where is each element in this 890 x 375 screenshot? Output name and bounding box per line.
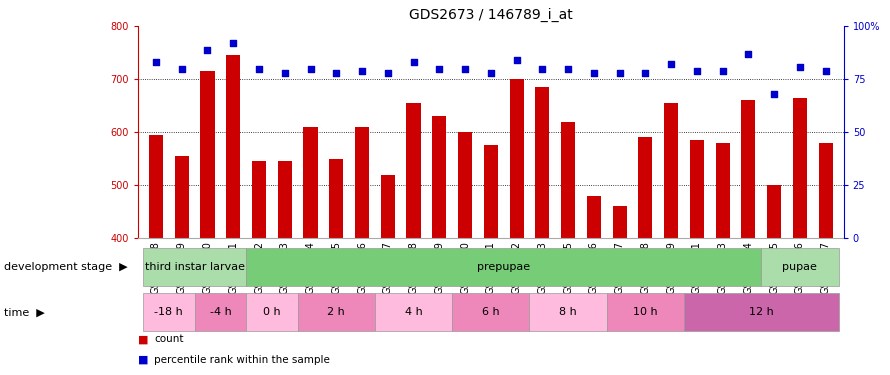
Text: 2 h: 2 h — [328, 307, 345, 317]
Bar — [458, 132, 473, 238]
Bar — [535, 87, 549, 238]
Point — [407, 59, 421, 65]
Text: -18 h: -18 h — [155, 307, 183, 317]
Point — [716, 68, 730, 74]
Bar — [607, 293, 684, 331]
Bar — [278, 161, 292, 238]
Bar — [452, 293, 530, 331]
Bar — [638, 138, 652, 238]
Text: ■: ■ — [138, 355, 149, 365]
Bar — [664, 103, 678, 238]
Point — [741, 51, 756, 57]
Bar — [767, 185, 781, 238]
Point — [484, 70, 498, 76]
Point — [767, 91, 781, 97]
Bar — [433, 116, 447, 238]
Bar — [612, 206, 627, 238]
Bar — [530, 293, 607, 331]
Text: ■: ■ — [138, 334, 149, 344]
Text: 10 h: 10 h — [633, 307, 658, 317]
Bar — [252, 161, 266, 238]
Bar — [329, 159, 344, 238]
Title: GDS2673 / 146789_i_at: GDS2673 / 146789_i_at — [409, 8, 572, 22]
Point — [303, 66, 318, 72]
Bar — [684, 293, 838, 331]
Bar — [819, 143, 833, 238]
Point — [587, 70, 601, 76]
Text: 0 h: 0 h — [263, 307, 280, 317]
Bar — [143, 293, 195, 331]
Point — [638, 70, 652, 76]
Bar — [247, 293, 297, 331]
Bar — [247, 248, 761, 286]
Text: third instar larvae: third instar larvae — [144, 262, 245, 272]
Bar — [297, 293, 375, 331]
Bar — [381, 175, 395, 238]
Point — [612, 70, 627, 76]
Text: count: count — [154, 334, 183, 344]
Point — [535, 66, 549, 72]
Text: development stage  ▶: development stage ▶ — [4, 262, 128, 272]
Bar — [716, 143, 730, 238]
Point — [278, 70, 292, 76]
Point — [174, 66, 189, 72]
Bar — [174, 156, 189, 238]
Bar — [484, 146, 498, 238]
Bar — [195, 293, 247, 331]
Bar — [143, 248, 247, 286]
Point — [664, 62, 678, 68]
Point — [329, 70, 344, 76]
Text: prepupae: prepupae — [477, 262, 530, 272]
Bar — [690, 140, 704, 238]
Text: 8 h: 8 h — [559, 307, 577, 317]
Text: 4 h: 4 h — [405, 307, 423, 317]
Point — [149, 59, 163, 65]
Point — [819, 68, 833, 74]
Point — [509, 57, 523, 63]
Point — [252, 66, 266, 72]
Bar — [509, 79, 523, 238]
Bar — [407, 103, 421, 238]
Bar — [561, 122, 575, 238]
Point — [561, 66, 575, 72]
Text: percentile rank within the sample: percentile rank within the sample — [154, 355, 330, 365]
Bar — [149, 135, 163, 238]
Bar — [200, 71, 214, 238]
Text: pupae: pupae — [782, 262, 817, 272]
Point — [433, 66, 447, 72]
Text: -4 h: -4 h — [209, 307, 231, 317]
Bar — [761, 248, 838, 286]
Bar — [587, 196, 601, 238]
Bar — [226, 56, 240, 238]
Point — [793, 63, 807, 69]
Bar — [793, 98, 807, 238]
Point — [458, 66, 473, 72]
Point — [226, 40, 240, 46]
Text: 12 h: 12 h — [748, 307, 773, 317]
Point — [690, 68, 704, 74]
Point — [381, 70, 395, 76]
Bar — [303, 127, 318, 238]
Bar — [375, 293, 452, 331]
Text: 6 h: 6 h — [482, 307, 499, 317]
Bar — [741, 100, 756, 238]
Bar — [355, 127, 369, 238]
Point — [355, 68, 369, 74]
Point — [200, 46, 214, 53]
Text: time  ▶: time ▶ — [4, 307, 45, 317]
